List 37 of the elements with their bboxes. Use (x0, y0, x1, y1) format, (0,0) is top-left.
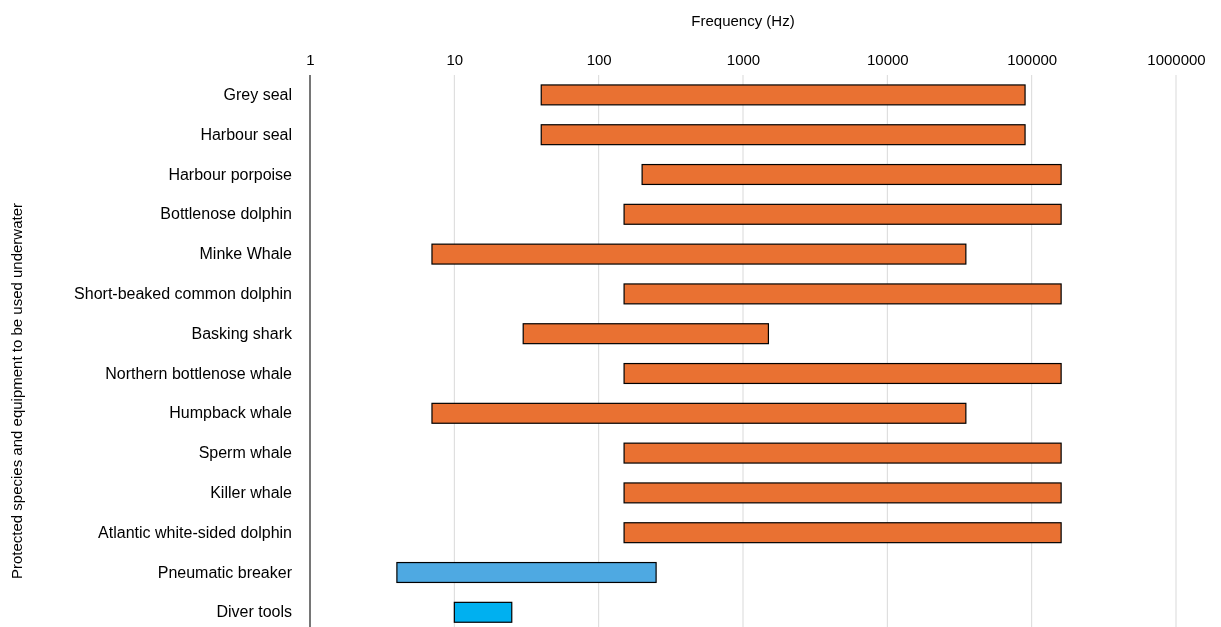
y-tick-label: Killer whale (210, 484, 293, 502)
bar (623, 442, 1062, 464)
y-tick-label: Diver tools (216, 603, 292, 621)
bar (540, 84, 1026, 106)
x-tick-label: 100000 (1007, 51, 1058, 68)
bar (641, 163, 1062, 186)
x-tick-label: 1 (306, 51, 315, 68)
y-tick-label: Short-beaked common dolphin (74, 285, 292, 303)
y-tick-label: Pneumatic breaker (157, 563, 293, 581)
x-tick-label: 10000 (866, 51, 909, 68)
x-axis-title: Frequency (Hz) (691, 12, 795, 29)
bar (453, 601, 513, 623)
y-tick-label: Humpback whale (169, 404, 293, 422)
y-tick-label: Minke Whale (199, 245, 293, 263)
y-tick-label: Atlantic white-sided dolphin (98, 523, 292, 541)
bar (623, 283, 1062, 305)
y-tick-label: Bottlenose dolphin (160, 205, 292, 223)
bar (623, 522, 1062, 544)
bar (431, 243, 967, 265)
x-tick-label: 10 (446, 51, 464, 68)
y-tick-label: Basking shark (191, 324, 293, 342)
y-tick-label: Harbour porpoise (168, 165, 293, 183)
bar (396, 561, 657, 584)
bar (623, 362, 1062, 385)
bar (431, 402, 967, 424)
y-tick-label: Northern bottlenose whale (105, 364, 293, 382)
y-axis-title: Protected species and equipment to be used underwater (8, 202, 25, 580)
x-tick-label: 100 (586, 51, 612, 68)
x-tick-label: 1000000 (1147, 51, 1206, 68)
y-tick-label: Harbour seal (200, 125, 292, 143)
y-tick-label: Sperm whale (198, 444, 293, 462)
bar (522, 323, 770, 345)
bar (540, 124, 1026, 146)
bar (623, 203, 1062, 225)
x-tick-label: 1000 (726, 51, 761, 68)
y-tick-label: Grey seal (223, 86, 292, 104)
bar (623, 482, 1062, 504)
